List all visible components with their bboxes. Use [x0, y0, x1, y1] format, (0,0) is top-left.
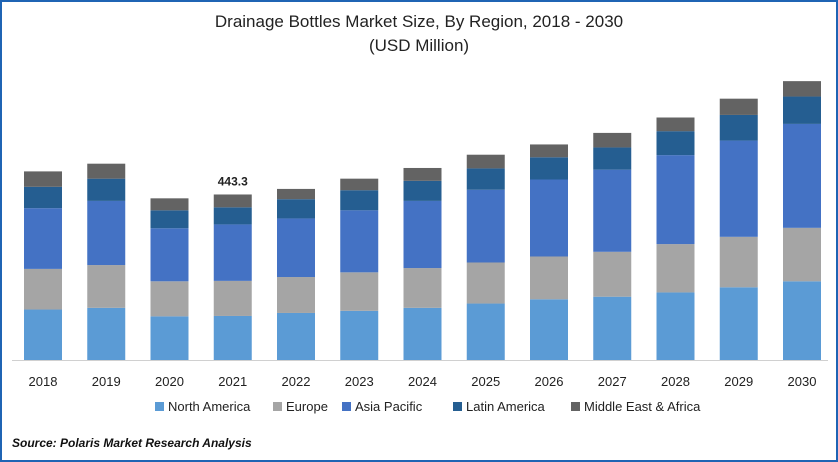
legend-label[interactable]: Asia Pacific [355, 399, 423, 414]
bar-2027-latin-america[interactable] [593, 147, 632, 170]
bar-2022-middle-east-africa[interactable] [277, 188, 315, 200]
bar-2026-europe[interactable] [530, 256, 568, 300]
chart-subtitle: (USD Million) [368, 36, 470, 55]
bar-2018-asia-pacific[interactable] [24, 208, 62, 269]
bar-2024-asia-pacific[interactable] [403, 200, 442, 269]
x-tick-label: 2024 [408, 374, 437, 389]
x-tick-label: 2026 [535, 374, 564, 389]
x-tick-label: 2028 [661, 374, 690, 389]
bar-2028-europe[interactable] [656, 244, 695, 293]
bar-2030-north-america[interactable] [783, 281, 821, 360]
legend-label[interactable]: Latin America [466, 399, 546, 414]
bar-2030-latin-america[interactable] [783, 96, 821, 124]
bar-2023-north-america[interactable] [340, 310, 379, 360]
bar-2018-latin-america[interactable] [24, 186, 62, 209]
bar-2026-middle-east-africa[interactable] [530, 144, 568, 158]
x-tick-label: 2029 [724, 374, 753, 389]
bar-2021-latin-america[interactable] [213, 207, 252, 225]
bar-2027-asia-pacific[interactable] [593, 169, 632, 252]
bar-2019-middle-east-africa[interactable] [87, 163, 126, 179]
x-tick-label: 2027 [598, 374, 627, 389]
x-tick-label: 2022 [282, 374, 311, 389]
legend-swatch [342, 402, 351, 411]
bar-2029-north-america[interactable] [719, 287, 758, 360]
bar-2020-europe[interactable] [150, 281, 189, 317]
x-tick-label: 2018 [29, 374, 58, 389]
legend-swatch [273, 402, 282, 411]
bar-2018-middle-east-africa[interactable] [24, 171, 62, 187]
bar-2019-europe[interactable] [87, 265, 126, 308]
bar-2022-north-america[interactable] [277, 312, 315, 360]
bar-2019-asia-pacific[interactable] [87, 200, 126, 266]
bar-2021-asia-pacific[interactable] [213, 224, 252, 281]
bar-2022-asia-pacific[interactable] [277, 218, 315, 278]
bar-2026-asia-pacific[interactable] [530, 179, 568, 257]
bar-2023-europe[interactable] [340, 272, 379, 311]
bar-2024-latin-america[interactable] [403, 180, 442, 201]
bar-2019-latin-america[interactable] [87, 178, 126, 201]
bar-2023-asia-pacific[interactable] [340, 210, 379, 273]
bar-2024-middle-east-africa[interactable] [403, 167, 442, 181]
bar-2018-europe[interactable] [24, 268, 62, 310]
bar-2019-north-america[interactable] [87, 307, 126, 360]
bar-2020-north-america[interactable] [150, 316, 189, 360]
bar-2030-middle-east-africa[interactable] [783, 81, 821, 97]
bar-2027-north-america[interactable] [593, 296, 632, 360]
legend-swatch [155, 402, 164, 411]
x-tick-label: 2021 [218, 374, 247, 389]
source-note: Source: Polaris Market Research Analysis [12, 436, 252, 450]
bar-2021-europe[interactable] [213, 280, 252, 316]
bar-2026-latin-america[interactable] [530, 157, 568, 180]
bar-2025-middle-east-africa[interactable] [466, 154, 505, 169]
bar-2020-middle-east-africa[interactable] [150, 198, 189, 211]
bar-2028-middle-east-africa[interactable] [656, 117, 695, 132]
bar-2029-asia-pacific[interactable] [719, 140, 758, 237]
bar-2029-latin-america[interactable] [719, 114, 758, 141]
x-tick-label: 2023 [345, 374, 374, 389]
legend-label[interactable]: Europe [286, 399, 328, 414]
bar-2025-europe[interactable] [466, 262, 505, 304]
bar-2022-latin-america[interactable] [277, 199, 315, 219]
legend-swatch [453, 402, 462, 411]
bar-2028-north-america[interactable] [656, 292, 695, 360]
bar-2028-asia-pacific[interactable] [656, 155, 695, 245]
bar-2023-middle-east-africa[interactable] [340, 178, 379, 191]
x-tick-label: 2019 [92, 374, 121, 389]
bar-2022-europe[interactable] [277, 277, 315, 313]
bar-2021-middle-east-africa[interactable] [213, 194, 252, 208]
legend-label[interactable]: Middle East & Africa [584, 399, 701, 414]
bar-2025-north-america[interactable] [466, 303, 505, 360]
x-tick-label: 2025 [471, 374, 500, 389]
bar-2029-europe[interactable] [719, 236, 758, 288]
bar-2030-asia-pacific[interactable] [783, 123, 821, 228]
legend-swatch [571, 402, 580, 411]
bar-2030-europe[interactable] [783, 227, 821, 282]
bar-2027-middle-east-africa[interactable] [593, 132, 632, 148]
bar-2025-latin-america[interactable] [466, 168, 505, 190]
bar-2021-north-america[interactable] [213, 315, 252, 360]
bar-2028-latin-america[interactable] [656, 131, 695, 156]
chart-title-block: Drainage Bottles Market Size, By Region,… [2, 10, 836, 58]
bar-2027-europe[interactable] [593, 251, 632, 297]
bar-2024-north-america[interactable] [403, 307, 442, 360]
legend-label[interactable]: North America [168, 399, 251, 414]
bar-2020-asia-pacific[interactable] [150, 228, 189, 282]
bar-2026-north-america[interactable] [530, 299, 568, 360]
chart-title: Drainage Bottles Market Size, By Region,… [214, 12, 624, 31]
bar-2024-europe[interactable] [403, 268, 442, 308]
x-tick-label: 2020 [155, 374, 184, 389]
bar-2029-middle-east-africa[interactable] [719, 98, 758, 115]
bar-2025-asia-pacific[interactable] [466, 189, 505, 263]
data-label-total: 443.3 [218, 174, 248, 188]
x-tick-label: 2030 [788, 374, 817, 389]
bar-2018-north-america[interactable] [24, 309, 62, 360]
bar-2020-latin-america[interactable] [150, 210, 189, 229]
bar-2023-latin-america[interactable] [340, 190, 379, 211]
chart-plot: 2018 2019 2020 2021 443.3 2022 2023 2024 2025 202… [12, 81, 828, 414]
